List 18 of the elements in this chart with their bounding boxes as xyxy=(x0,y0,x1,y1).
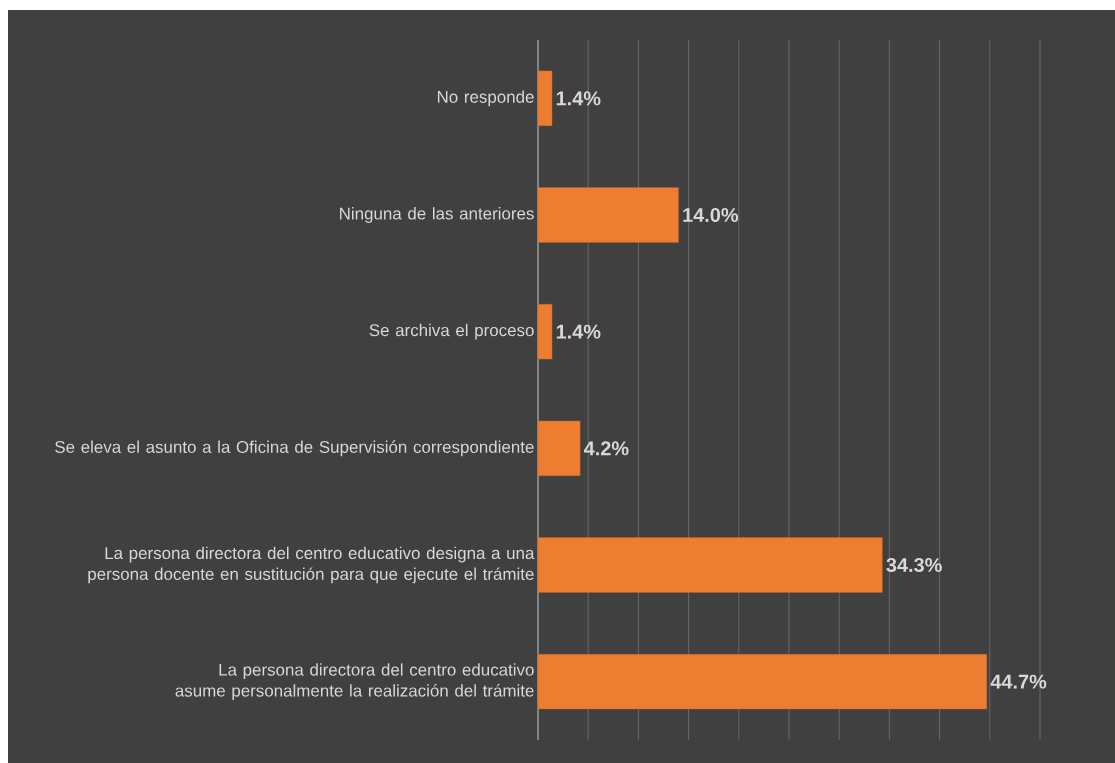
y-tick-label: Ninguna de las anteriores xyxy=(340,207,534,223)
bar xyxy=(537,537,883,593)
data-label: 14.0% xyxy=(683,207,739,223)
data-label: 34.3% xyxy=(886,557,942,573)
y-tick-label: La persona directora del centro educativo asume personalmente la realización del trámite xyxy=(175,663,534,701)
bar xyxy=(537,420,581,476)
bar xyxy=(537,70,553,126)
data-label: 44.7% xyxy=(990,674,1047,689)
y-tick-label: Se archiva el proceso xyxy=(369,323,534,340)
data-label: 4.2% xyxy=(583,441,629,456)
bar xyxy=(537,654,987,710)
y-tick-label: Se eleva el asunto a la Oficina de Supervisión correspondiente xyxy=(55,440,534,457)
data-label: 1.4% xyxy=(556,324,601,339)
y-tick-label: No responde xyxy=(437,90,534,107)
bar xyxy=(537,187,679,243)
data-label: 1.4% xyxy=(556,91,601,106)
y-tick-label: La persona directora del centro educativo designa a una persona docente en sustitución para que ejecute el trámite xyxy=(88,546,535,584)
bar xyxy=(537,304,553,360)
